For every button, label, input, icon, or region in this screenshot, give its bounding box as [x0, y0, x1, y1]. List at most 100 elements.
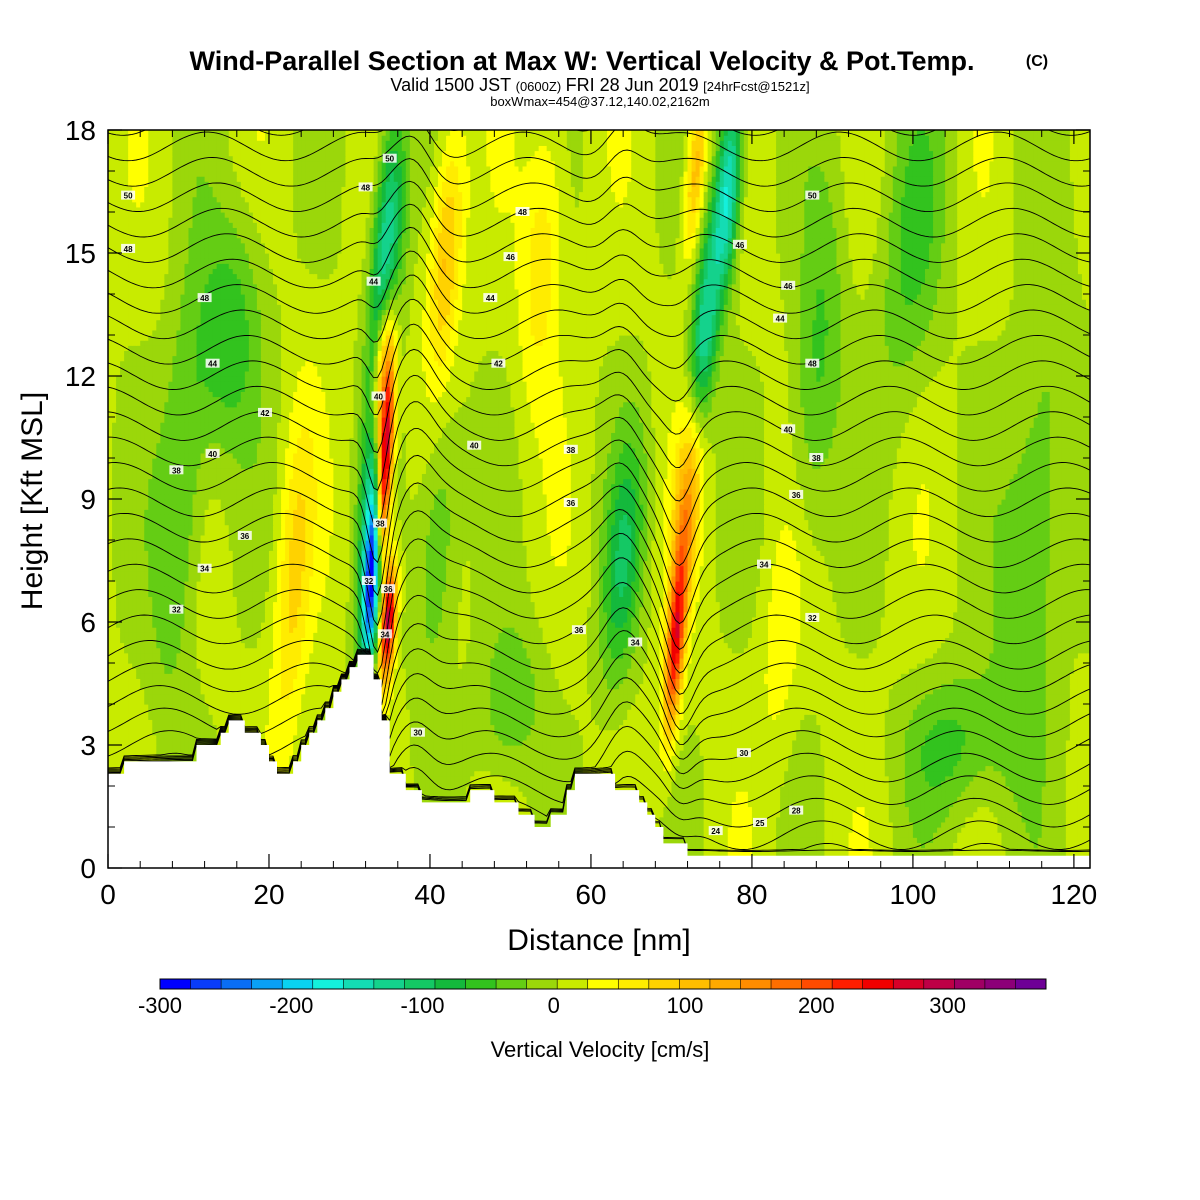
colorbar-swatch [221, 979, 252, 989]
theta-contour-43 [108, 298, 1090, 379]
theta-contour-28 [108, 651, 1090, 760]
theta-contour-46 [108, 226, 1090, 289]
theta-contour-34 [108, 533, 1090, 674]
contour-label: 46 [732, 239, 747, 250]
theta-contour-25 [108, 654, 1090, 805]
theta-contour-51 [108, 130, 1090, 162]
contour-label: 34 [197, 563, 212, 574]
colorbar: -300 -200 -100 0 100 200 300 [138, 978, 1047, 1018]
colorbar-swatch [434, 979, 466, 989]
theta-contour-49 [108, 158, 1090, 213]
colorbar-swatch [465, 979, 497, 989]
contour-label: 30 [410, 727, 425, 738]
colorbar-swatch [832, 979, 863, 989]
theta-contour-22 [108, 657, 1090, 851]
contour-label: 44 [205, 358, 220, 369]
contour-label: 28 [789, 805, 804, 816]
y-tick-label: 12 [65, 361, 96, 392]
colorbar-swatch [404, 979, 436, 989]
potential-temperature-contours [108, 130, 1090, 852]
contour-label: 36 [237, 530, 252, 541]
colorbar-swatch [801, 979, 833, 989]
box-info: boxWmax=454@37.12,140.02,2162m [490, 94, 710, 109]
colorbar-swatch [496, 979, 527, 989]
x-tick-label: 120 [1051, 879, 1098, 910]
theta-contour-37 [108, 454, 1090, 597]
y-tick-label: 9 [80, 484, 96, 515]
colorbar-tick-label: -100 [400, 993, 444, 1018]
colorbar-swatch [160, 979, 191, 989]
theta-contour-26 [108, 653, 1090, 789]
colorbar-swatch [893, 979, 925, 989]
contour-label: 36 [571, 625, 586, 635]
contour-label: 44 [773, 313, 788, 324]
y-tick-label: 0 [80, 853, 96, 884]
contour-label: 40 [205, 448, 220, 459]
colorbar-tick-label: 200 [798, 993, 835, 1018]
colorbar-swatch [1015, 979, 1047, 989]
colorbar-swatch [954, 979, 986, 989]
colorbar-swatch [923, 979, 955, 989]
contour-label: 34 [628, 637, 643, 648]
y-tick-label: 3 [80, 730, 96, 761]
theta-contour-31 [108, 607, 1090, 715]
y-tick-label: 6 [80, 607, 96, 638]
theta-contour-47 [108, 203, 1090, 263]
contour-label: 50 [121, 190, 136, 201]
contour-label: 44 [483, 293, 498, 303]
y-tick-label: 18 [65, 115, 96, 146]
colorbar-swatch [190, 979, 222, 989]
contour-label: 48 [358, 182, 373, 192]
theta-contour-50 [108, 135, 1090, 187]
contour-label: 24 [708, 826, 723, 836]
theta-contour-39 [108, 401, 1090, 528]
contour-label: 32 [169, 604, 184, 615]
contour-label: 46 [781, 280, 796, 291]
theta-contour-23 [108, 656, 1090, 850]
subtitle-prefix: Valid 1500 JST [390, 75, 511, 95]
colorbar-label: Vertical Velocity [cm/s] [491, 1037, 710, 1062]
colorbar-swatch [679, 979, 711, 989]
contour-label: 50 [382, 153, 397, 164]
colorbar-swatch [771, 979, 802, 989]
chart-title: Wind-Parallel Section at Max W: Vertical… [190, 46, 975, 76]
contour-label: 36 [563, 498, 578, 508]
contour-label: 48 [197, 293, 212, 303]
colorbar-swatch [373, 979, 405, 989]
theta-contour-35 [108, 509, 1090, 653]
x-tick-label: 80 [736, 879, 767, 910]
subtitle-forecast: [24hrFcst@1521z] [703, 79, 809, 94]
contour-label: 46 [503, 252, 518, 262]
contour-label: 42 [258, 407, 272, 418]
theta-contour-52 [108, 130, 1090, 136]
x-axis-label: Distance [nm] [507, 924, 690, 957]
theta-contour-30 [108, 630, 1090, 730]
contour-label: 38 [373, 518, 388, 529]
contour-label: 48 [515, 207, 530, 217]
contour-label: 25 [753, 817, 767, 828]
colorbar-swatch [526, 979, 558, 989]
theta-contour-41 [108, 348, 1090, 454]
colorbar-swatch [984, 979, 1016, 989]
contour-label: 34 [757, 559, 771, 570]
colorbar-swatch [282, 979, 314, 989]
contour-label: 32 [805, 612, 820, 623]
theta-contour-32 [108, 582, 1090, 706]
contour-label: 40 [371, 391, 386, 402]
contour-label: 36 [381, 584, 396, 594]
contour-label: 40 [467, 440, 482, 451]
colorbar-swatch [618, 979, 650, 989]
chart-subtitle: Valid 1500 JST (0600Z) FRI 28 Jun 2019 [… [390, 75, 809, 95]
colorbar-swatch [648, 979, 680, 989]
colorbar-swatch [709, 979, 741, 989]
colorbar-swatch [557, 979, 589, 989]
colorbar-tick-label: -300 [138, 993, 182, 1018]
y-axis-label: Height [Kft MSL] [16, 392, 49, 610]
subtitle-utc: (0600Z) [516, 79, 562, 94]
contour-label: 42 [491, 358, 506, 369]
theta-contour-48 [108, 180, 1090, 238]
colorbar-swatch [740, 979, 772, 989]
contour-label: 32 [361, 576, 376, 586]
terrain-mask [108, 654, 1090, 868]
